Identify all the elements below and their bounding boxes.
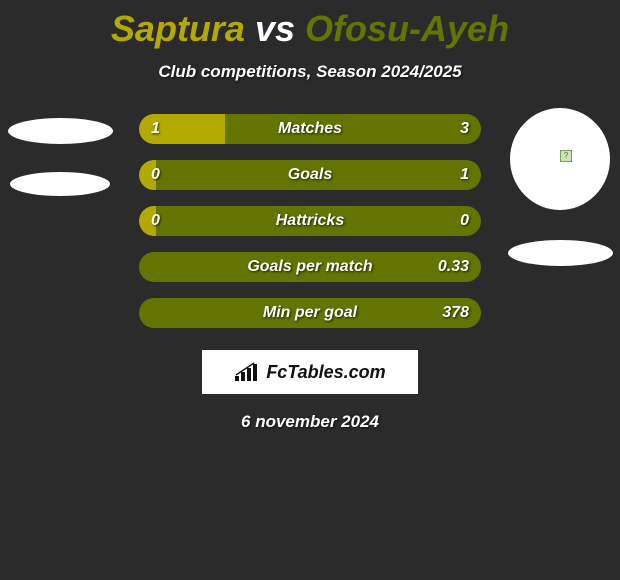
left-ellipse-1 [8, 118, 113, 144]
image-placeholder-icon: ? [560, 150, 572, 162]
stat-bar-gpm: Goals per match 0.33 [139, 252, 481, 282]
stat-label: Goals [139, 160, 481, 190]
stat-right-value: 378 [442, 298, 469, 328]
stat-bar-matches: 1 Matches 3 [139, 114, 481, 144]
stat-bars: 1 Matches 3 0 Goals 1 0 Hattricks 0 Goal… [139, 114, 481, 328]
subtitle: Club competitions, Season 2024/2025 [0, 62, 620, 82]
stat-bar-goals: 0 Goals 1 [139, 160, 481, 190]
left-ellipse-2 [10, 172, 110, 196]
brand-box: FcTables.com [202, 350, 418, 394]
stat-bar-mpg: Min per goal 378 [139, 298, 481, 328]
title-vs: vs [255, 8, 295, 49]
stat-right-value: 1 [460, 160, 469, 190]
stat-right-value: 0.33 [438, 252, 469, 282]
stat-label: Min per goal [139, 298, 481, 328]
brand-logo-icon [234, 362, 260, 382]
content-area: ? 1 Matches 3 0 Goals 1 0 Hattricks 0 [0, 114, 620, 432]
stat-label: Matches [139, 114, 481, 144]
stat-bar-hattricks: 0 Hattricks 0 [139, 206, 481, 236]
right-ellipse-shadow [508, 240, 613, 266]
page-title: Saptura vs Ofosu-Ayeh [0, 0, 620, 50]
brand-text: FcTables.com [266, 362, 385, 383]
stat-right-value: 3 [460, 114, 469, 144]
stat-label: Hattricks [139, 206, 481, 236]
right-avatar-circle: ? [510, 108, 610, 210]
right-avatar-column: ? [500, 114, 620, 266]
title-player2: Ofosu-Ayeh [305, 8, 509, 49]
date-text: 6 november 2024 [0, 412, 620, 432]
stat-label: Goals per match [139, 252, 481, 282]
left-avatar-column [0, 114, 120, 196]
stat-right-value: 0 [460, 206, 469, 236]
title-player1: Saptura [111, 8, 245, 49]
